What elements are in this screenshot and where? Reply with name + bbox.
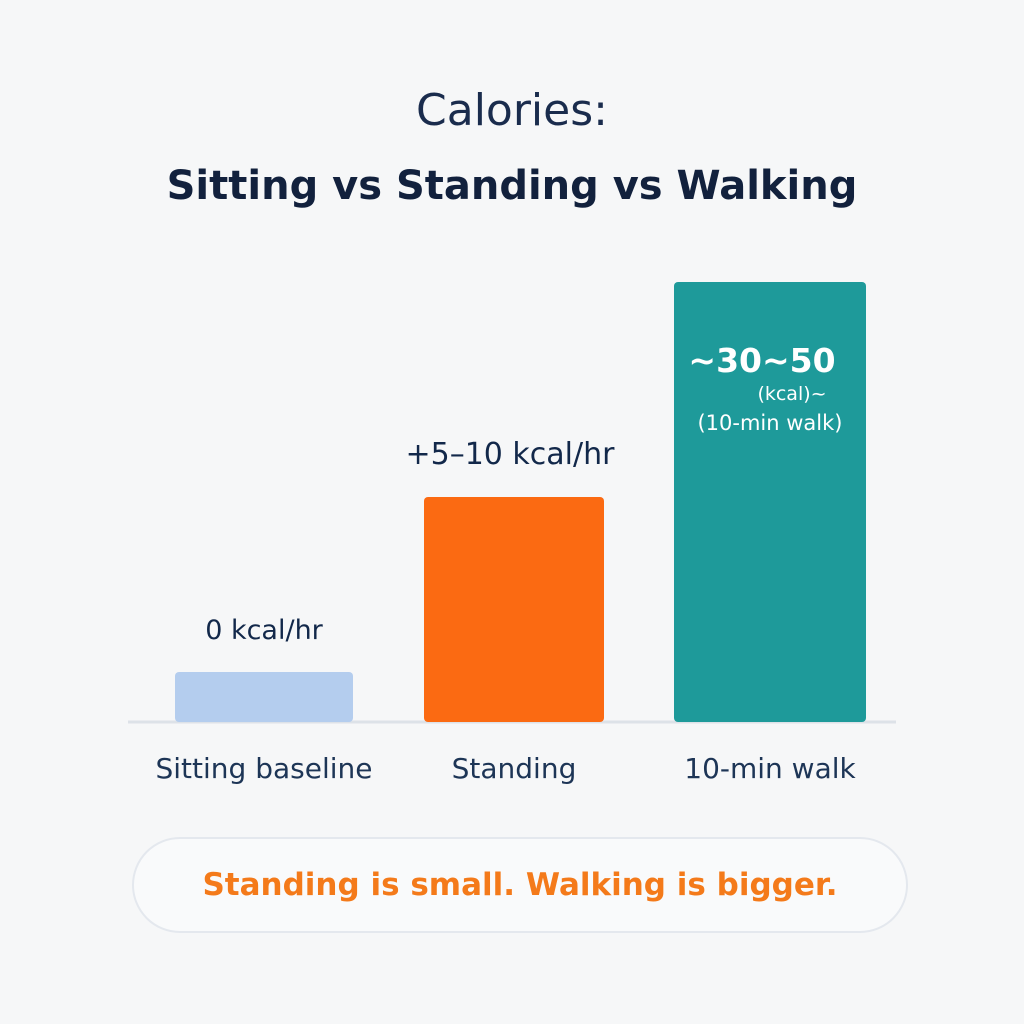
value-label: +5–10 kcal/hr	[406, 437, 616, 472]
chart-title-line1: Calories:	[416, 85, 608, 136]
value-label: ~30~50	[688, 341, 835, 380]
value-sublabel-2: (10-min walk)	[697, 411, 842, 435]
chart-title-line2: Sitting vs Standing vs Walking	[166, 163, 858, 209]
category-label: 10-min walk	[684, 752, 856, 785]
category-label: Standing	[452, 752, 577, 785]
footer-note: Standing is small. Walking is bigger.	[132, 837, 908, 933]
category-label: Sitting baseline	[156, 752, 373, 785]
value-sublabel: (kcal)~	[757, 383, 826, 405]
bar-0	[175, 672, 353, 722]
value-label: 0 kcal/hr	[205, 615, 323, 646]
bar-2	[674, 282, 866, 722]
bar-1	[424, 497, 604, 722]
